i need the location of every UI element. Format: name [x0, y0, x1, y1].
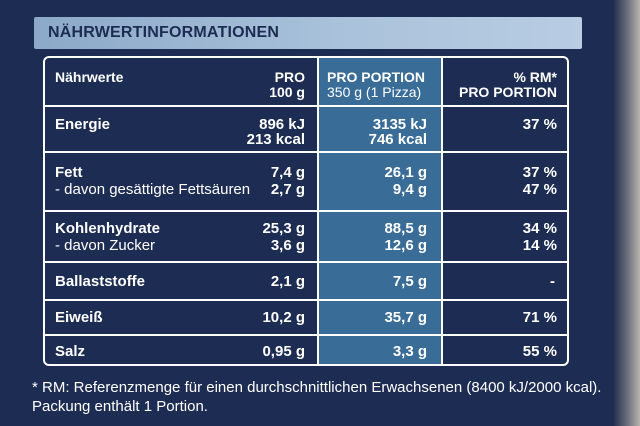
row-carbs-name: Kohlenhydrate [55, 220, 161, 237]
row-divider [45, 210, 567, 212]
row-energy-portion-kj: 3135 kJ [372, 116, 427, 133]
row-fiber-name: Ballaststoffe [55, 273, 146, 290]
row-carbs-per100: 25,3 g [262, 220, 305, 237]
row-sugar-rm: 14 % [522, 237, 557, 254]
row-salt-per100: 0,95 g [262, 343, 305, 360]
header-rm-line2: PRO PORTION [458, 84, 557, 100]
row-fiber-portion: 7,5 g [392, 273, 427, 290]
row-fiber-per100: 2,1 g [270, 273, 305, 290]
title-band: NÄHRWERTINFORMATIONEN [34, 17, 582, 49]
package-note: Packung enthält 1 Portion. [32, 398, 208, 415]
row-saturated-fat-portion: 9,4 g [392, 181, 427, 198]
row-energy-per100-kcal: 213 kcal [246, 131, 305, 148]
footnote-block: * RM: Referenzmenge für einen durchschni… [32, 378, 601, 416]
header-portion-line1: PRO PORTION [327, 69, 426, 85]
row-divider [45, 151, 567, 153]
package-edge [612, 0, 640, 426]
row-saturated-fat-per100: 2,7 g [270, 181, 305, 198]
row-carbs-portion: 88,5 g [384, 220, 427, 237]
row-energy-portion-kcal: 746 kcal [368, 131, 427, 148]
row-salt-name: Salz [55, 343, 86, 360]
row-protein-portion: 35,7 g [384, 309, 427, 326]
row-saturated-fat-name: - davon gesättigte Fettsäuren [55, 181, 251, 198]
row-saturated-fat-rm: 47 % [522, 181, 557, 198]
row-protein-rm: 71 % [522, 309, 557, 326]
row-divider [45, 334, 567, 336]
row-fat-name: Fett [55, 164, 83, 181]
header-nutrient: Nährwerte [55, 69, 124, 85]
row-sugar-per100: 3,6 g [270, 237, 305, 254]
row-energy-name: Energie [55, 116, 111, 133]
row-fat-rm: 37 % [522, 164, 557, 181]
row-salt-portion: 3,3 g [392, 343, 427, 360]
row-divider [45, 299, 567, 301]
row-fiber-rm: - [550, 273, 555, 290]
row-energy-rm: 37 % [522, 116, 557, 133]
header-rm-line1: % RM* [513, 69, 557, 85]
row-fat-portion: 26,1 g [384, 164, 427, 181]
header-per100-line2: 100 g [269, 84, 305, 100]
row-sugar-name: - davon Zucker [55, 237, 156, 254]
row-carbs-rm: 34 % [522, 220, 557, 237]
nutrition-table: Nährwerte PRO 100 g PRO PORTION 350 g (1… [43, 56, 569, 366]
footnote-rm: * RM: Referenzmenge für einen durchschni… [32, 379, 602, 396]
row-protein-per100: 10,2 g [262, 309, 305, 326]
page-title: NÄHRWERTINFORMATIONEN [48, 24, 280, 41]
header-per100-line1: PRO [274, 69, 305, 85]
header-portion-line2: 350 g (1 Pizza) [327, 84, 422, 100]
row-divider [45, 105, 567, 107]
row-sugar-portion: 12,6 g [384, 237, 427, 254]
row-divider [45, 261, 567, 263]
row-fat-per100: 7,4 g [270, 164, 305, 181]
row-protein-name: Eiweiß [55, 309, 103, 326]
row-energy-per100-kj: 896 kJ [259, 116, 305, 133]
row-salt-rm: 55 % [522, 343, 557, 360]
